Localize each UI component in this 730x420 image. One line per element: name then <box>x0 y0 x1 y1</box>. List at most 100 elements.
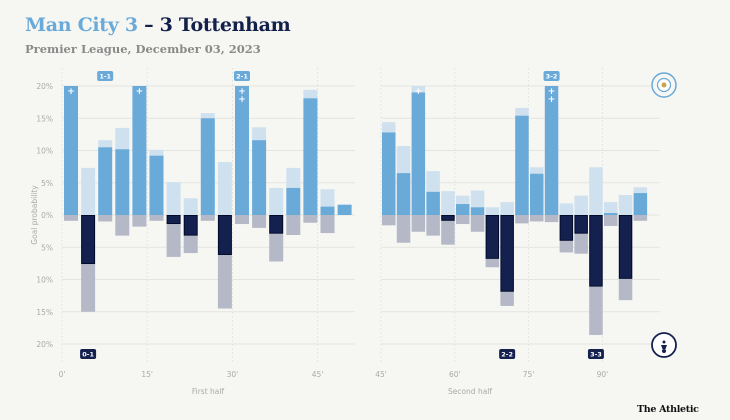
away-bar <box>166 215 181 225</box>
away-extra-bar <box>252 215 267 228</box>
score-badge-bg <box>234 71 250 81</box>
away-bar <box>589 215 603 287</box>
away-bar <box>618 215 633 279</box>
cockerel-head <box>662 340 666 344</box>
goal-plus-icon: + <box>548 87 556 97</box>
home-extra-bar <box>470 190 485 208</box>
away-bar <box>574 215 588 234</box>
y-tick-label: 0% <box>41 211 53 220</box>
y-tick-label: 5% <box>41 243 53 252</box>
home-extra-bar <box>396 145 411 174</box>
match-subtitle: Premier League, December 03, 2023 <box>25 42 261 56</box>
home-extra-bar <box>303 89 318 99</box>
home-extra-bar <box>574 195 588 215</box>
away-extra-bar <box>149 215 164 221</box>
x-tick-label: 30' <box>227 370 239 379</box>
score-badge: 0-1 <box>80 349 97 359</box>
home-extra-bar <box>559 203 574 215</box>
x-axis-title: Second half <box>448 387 492 396</box>
y-tick-label: 10% <box>36 276 53 285</box>
score-badge: 2-1 <box>234 71 250 81</box>
y-tick-label: 20% <box>36 340 53 349</box>
goal-plus-icon: + <box>67 87 75 97</box>
away-extra-bar <box>633 215 648 221</box>
away-extra-bar <box>115 215 130 236</box>
away-bar <box>269 215 284 234</box>
home-extra-bar <box>500 202 514 215</box>
away-bar <box>81 215 96 265</box>
score-badge: 3-2 <box>543 71 560 81</box>
home-bar <box>98 147 113 215</box>
home-bar <box>470 207 485 215</box>
score-badge-label: 3-3 <box>590 351 602 359</box>
away-extra-bar <box>166 224 181 257</box>
score-badge: 2-2 <box>499 349 516 359</box>
goal-plus-icon: + <box>238 95 246 105</box>
score-badge-bg <box>80 349 97 359</box>
home-bar <box>149 155 164 215</box>
away-extra-bar <box>604 215 618 226</box>
away-extra-bar <box>411 215 426 232</box>
away-extra-bar <box>618 278 633 301</box>
home-bar <box>303 98 318 215</box>
away-extra-bar <box>64 215 78 221</box>
away-extra-bar <box>320 215 335 234</box>
score-badge-label: 2-2 <box>501 351 513 359</box>
away-extra-bar <box>269 233 284 262</box>
home-extra-bar <box>166 182 181 215</box>
x-tick-label: 45' <box>375 370 387 379</box>
home-extra-bar <box>441 191 455 215</box>
goal-plus-icon: + <box>548 95 556 105</box>
y-tick-label: 5% <box>41 179 53 188</box>
home-bar <box>515 115 529 215</box>
home-bar <box>396 173 411 215</box>
x-tick-label: 75' <box>523 370 535 379</box>
x-tick-label: 15' <box>141 370 153 379</box>
home-bar <box>286 187 301 215</box>
home-bar <box>337 204 352 215</box>
away-extra-bar <box>426 215 440 236</box>
score-badge-bg <box>499 349 516 359</box>
home-bar <box>132 86 147 215</box>
away-bar <box>183 215 198 236</box>
the-athletic-logo: The Athletic <box>637 404 699 415</box>
home-bar <box>633 193 648 215</box>
away-bar <box>441 215 455 221</box>
home-extra-bar <box>485 207 500 215</box>
away-extra-bar <box>456 215 470 225</box>
away-extra-bar <box>589 286 603 335</box>
home-extra-bar <box>252 127 267 141</box>
cockerel-body <box>661 345 667 349</box>
home-extra-bar <box>217 162 232 215</box>
away-extra-bar <box>574 233 588 254</box>
home-extra-bar <box>633 187 648 194</box>
away-extra-bar <box>217 254 232 309</box>
match-title: Man City 3 – 3 Tottenham <box>25 14 291 36</box>
y-tick-label: 10% <box>36 147 53 156</box>
away-extra-bar <box>485 258 500 268</box>
home-extra-bar <box>320 189 335 207</box>
score-badge-bg <box>587 349 604 359</box>
home-extra-bar <box>149 149 164 156</box>
away-extra-bar <box>530 215 544 222</box>
ball <box>662 349 666 353</box>
home-extra-bar <box>411 86 426 93</box>
away-bar <box>217 215 232 255</box>
away-extra-bar <box>559 240 574 253</box>
home-extra-bar <box>530 167 544 174</box>
panel-first-half: 0' 15' 30' 45'First half+ + ++1-1 2-10-1 <box>59 68 355 396</box>
y-tick-label: 15% <box>36 114 53 123</box>
away-extra-bar <box>132 215 147 227</box>
away-extra-bar <box>544 215 559 223</box>
score-badge-bg <box>97 71 114 81</box>
goal-plus-icon: + <box>136 87 144 97</box>
home-bar <box>604 213 618 215</box>
home-bar <box>235 86 249 215</box>
home-bar <box>456 204 470 215</box>
away-extra-bar <box>183 235 198 254</box>
home-extra-bar <box>515 107 529 116</box>
home-extra-bar <box>183 198 198 215</box>
x-axis-title: First half <box>192 387 225 396</box>
away-score-label: – 3 Tottenham <box>137 14 291 36</box>
home-bar <box>426 191 440 215</box>
